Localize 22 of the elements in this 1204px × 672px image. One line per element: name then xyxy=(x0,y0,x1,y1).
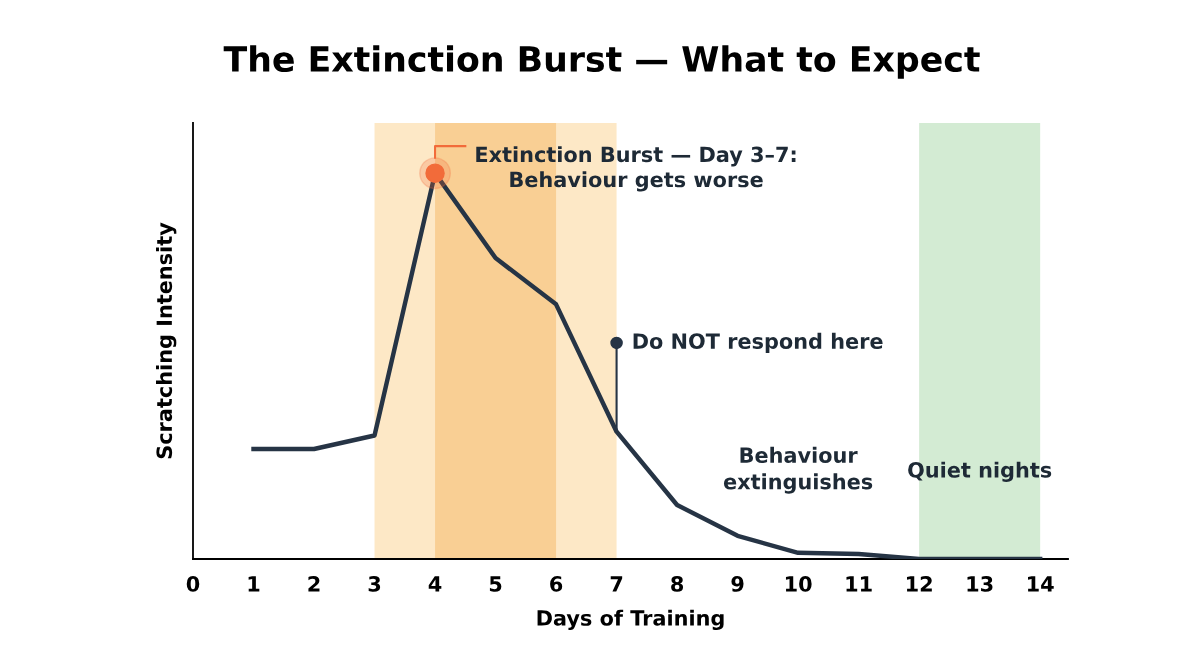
x-tick-label: 11 xyxy=(846,576,872,592)
chart-title: The Extinction Burst — What to Expect xyxy=(223,45,980,79)
annotation: Do NOT respond here xyxy=(633,332,883,354)
x-tick-label: 13 xyxy=(967,576,993,592)
x-tick-label: 4 xyxy=(428,576,442,592)
x-tick-label: 1 xyxy=(248,576,260,592)
x-tick-label: 10 xyxy=(785,576,812,592)
x-tick-label: 8 xyxy=(671,576,684,592)
x-tick-label: 12 xyxy=(907,576,932,592)
annotation: Extinction Burst — Day 3–7: Behaviour gets worse xyxy=(476,146,796,192)
x-axis-title: Days of Training xyxy=(537,609,724,631)
x-tick-label: 3 xyxy=(368,576,381,592)
x-tick-label: 0 xyxy=(186,576,200,592)
annotation: Behaviour extinguishes xyxy=(723,446,873,494)
band-label: Quiet nights xyxy=(908,461,1052,482)
x-tick-label: 7 xyxy=(610,576,623,592)
x-tick-label: 9 xyxy=(731,576,744,592)
x-tick-label: 14 xyxy=(1028,576,1054,592)
x-tick-label: 6 xyxy=(550,576,563,592)
x-tick-label: 5 xyxy=(489,576,502,592)
y-axis-title: Scratching Intensity xyxy=(156,222,177,459)
x-tick-label: 2 xyxy=(308,576,320,592)
